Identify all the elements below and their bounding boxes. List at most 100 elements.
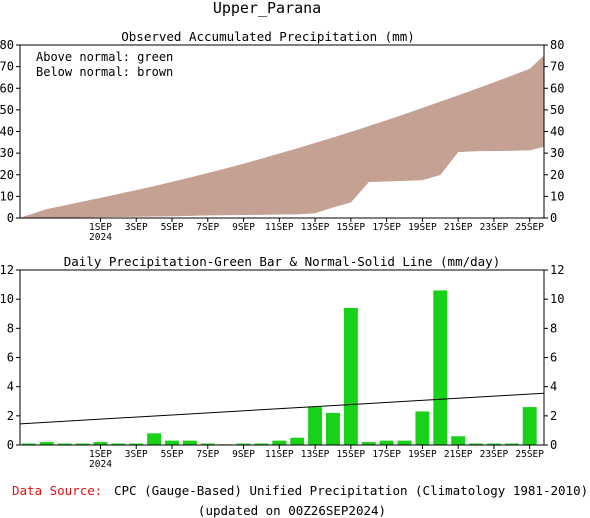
bottom-x-label: 1SEP [89, 449, 112, 460]
daily-precip-bar [39, 442, 54, 445]
daily-precip-bar [522, 407, 537, 445]
bottom-y-label-left: 12 [0, 263, 14, 277]
top-x-label: 23SEP [480, 222, 509, 233]
daily-precip-bar [147, 433, 162, 445]
top-y-label-right: 80 [550, 38, 564, 52]
below-normal-area [493, 75, 513, 152]
top-y-label-left: 20 [0, 168, 14, 182]
bottom-y-label-left: 8 [7, 321, 14, 335]
bottom-x-sublabel: 2024 [89, 459, 112, 470]
daily-precip-bar [272, 440, 287, 446]
bottom-y-label-left: 10 [0, 292, 14, 306]
bottom-y-label-left: 0 [7, 438, 14, 452]
below-normal-area [19, 209, 48, 219]
top-y-label-right: 10 [550, 189, 564, 203]
bottom-y-label-right: 8 [550, 321, 557, 335]
daily-precip-bar [129, 443, 144, 445]
bottom-axes-frame [19, 269, 545, 446]
bottom-x-label: 7SEP [196, 449, 219, 460]
below-normal-area [136, 186, 155, 217]
top-x-label: 11SEP [265, 222, 294, 233]
top-y-label-right: 50 [550, 103, 564, 117]
below-normal-area [225, 163, 244, 216]
below-normal-area [100, 193, 119, 218]
daily-precip-bar [93, 442, 108, 445]
daily-precip-bar [451, 436, 466, 445]
bottom-x-label: 11SEP [265, 449, 294, 460]
bottom-y-label-right: 4 [550, 380, 557, 394]
below-normal-area [422, 101, 441, 181]
below-normal-area [279, 148, 298, 215]
bottom-y-label-right: 10 [550, 292, 564, 306]
top-x-label: 9SEP [232, 222, 255, 233]
bottom-x-label: 21SEP [444, 449, 473, 460]
below-normal-area [475, 82, 495, 152]
bottom-x-label: 5SEP [161, 449, 184, 460]
normal-daily-line [19, 392, 545, 425]
top-x-label: 17SEP [372, 222, 401, 233]
bottom-x-label: 9SEP [232, 449, 255, 460]
daily-precip-bar [433, 290, 448, 445]
below-normal-area [529, 55, 545, 151]
below-normal-area [118, 190, 137, 217]
below-normal-area [46, 205, 65, 219]
daily-precip-bar [504, 443, 519, 445]
top-y-label-left: 30 [0, 146, 14, 160]
below-normal-area [243, 158, 262, 216]
below-normal-area [171, 177, 191, 217]
below-normal-area [153, 181, 173, 217]
daily-precip-bar [379, 440, 394, 446]
updated-note: (updated on 00Z26SEP2024) [198, 503, 386, 518]
bottom-y-label-left: 4 [7, 380, 14, 394]
bottom-x-label: 19SEP [408, 449, 437, 460]
daily-precip-bar [469, 443, 484, 445]
top-x-label: 5SEP [161, 222, 184, 233]
daily-precip-bar [397, 440, 412, 446]
below-normal-area [207, 168, 226, 216]
daily-precip-bar [486, 443, 501, 445]
below-normal-area [189, 172, 209, 216]
daily-precip-bar [343, 307, 358, 445]
top-x-label: 21SEP [444, 222, 473, 233]
daily-precip-bar [415, 411, 430, 445]
below-normal-area [82, 197, 101, 218]
top-x-label: 25SEP [515, 222, 544, 233]
daily-precip-bar [57, 443, 72, 445]
bottom-x-label: 17SEP [372, 449, 401, 460]
daily-precip-bar [308, 407, 323, 445]
below-normal-area [368, 120, 387, 183]
bottom-y-label-right: 0 [550, 438, 557, 452]
top-y-label-left: 40 [0, 125, 14, 139]
bottom-x-label: 25SEP [515, 449, 544, 460]
bottom-y-label-left: 2 [7, 409, 14, 423]
daily-precip-bar [111, 443, 126, 445]
daily-precip-bar [21, 443, 36, 445]
below-normal-area [64, 201, 83, 218]
daily-precip-bar [254, 443, 269, 445]
top-x-label: 19SEP [408, 222, 437, 233]
bottom-y-label-right: 12 [550, 263, 564, 277]
top-y-label-left: 60 [0, 81, 14, 95]
below-normal-area [440, 95, 459, 176]
top-y-label-right: 30 [550, 146, 564, 160]
data-source-text: CPC (Gauge-Based) Unified Precipitation … [114, 483, 588, 498]
below-normal-area [404, 107, 423, 181]
below-normal-area [386, 114, 405, 182]
page-title: Upper_Parana [213, 0, 321, 17]
daily-precip-bar [200, 443, 215, 445]
below-normal-area [314, 137, 334, 214]
daily-precip-bar [165, 440, 179, 446]
top-y-label-left: 80 [0, 38, 14, 52]
top-y-label-left: 50 [0, 103, 14, 117]
daily-precip-bar [361, 442, 376, 445]
bottom-y-label-right: 6 [550, 351, 557, 365]
below-normal-area [350, 125, 369, 203]
top-y-label-right: 0 [550, 211, 557, 225]
daily-precip-bar [236, 443, 251, 445]
bottom-x-label: 13SEP [301, 449, 330, 460]
top-y-label-left: 70 [0, 60, 14, 74]
top-chart-title: Observed Accumulated Precipitation (mm) [121, 29, 415, 44]
bottom-x-label: 23SEP [480, 449, 509, 460]
daily-precip-bar [325, 412, 340, 445]
bottom-x-label: 15SEP [337, 449, 366, 460]
